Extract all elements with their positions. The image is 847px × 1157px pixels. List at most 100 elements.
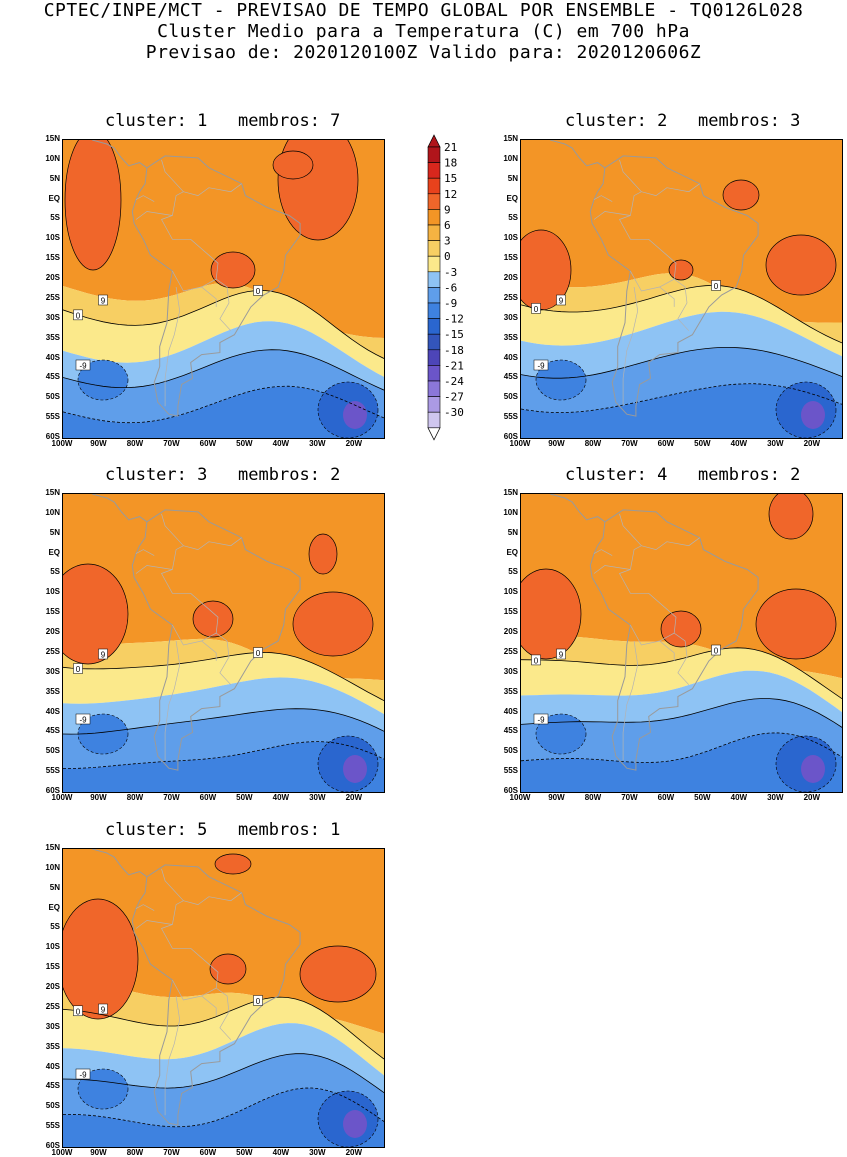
- lat-tick-label: 15N: [503, 488, 518, 497]
- contour-label: 0: [253, 285, 263, 296]
- svg-text:0: 0: [534, 305, 539, 314]
- svg-text:0: 0: [714, 647, 719, 656]
- lon-tick-label: 90W: [90, 1148, 107, 1157]
- lat-tick-label: 25S: [45, 646, 60, 656]
- contour-label: -9: [533, 713, 549, 725]
- lat-tick-label: 35S: [503, 686, 518, 696]
- colorbar-label: -18: [444, 344, 464, 357]
- lon-tick-label: 100W: [51, 793, 73, 802]
- lat-tick-label: 10S: [45, 233, 60, 243]
- lon-tick-label: 70W: [163, 793, 180, 802]
- lon-tick-label: 20W: [345, 1148, 363, 1157]
- lat-tick-label: EQ: [506, 547, 518, 557]
- lat-tick-label: 5S: [508, 567, 518, 577]
- lat-tick-label: 40S: [45, 1061, 60, 1071]
- colorbar-label: -21: [444, 359, 464, 372]
- colorbar-swatch: [427, 162, 441, 179]
- lat-tick-label: 50S: [503, 392, 518, 402]
- lat-tick-label: 15S: [45, 607, 60, 617]
- colorbar: 21 18 15 12 9 6 3 0 -3 -6 -9 -12 -15 -18 -21 -24 -27 -30: [420, 133, 480, 443]
- lat-tick-label: EQ: [48, 902, 60, 912]
- lon-tick-label: 20W: [345, 793, 363, 802]
- svg-text:0: 0: [76, 665, 81, 674]
- lat-tick-label: 10S: [503, 233, 518, 243]
- colorbar-label: -24: [444, 375, 464, 388]
- colorbar-swatch: [427, 365, 441, 382]
- lat-tick-label: 5S: [50, 213, 60, 223]
- colorbar-label: -6: [444, 281, 457, 294]
- map-panel-cluster-2: 9 0 0 -9: [510, 139, 843, 439]
- lat-tick-label: 20S: [45, 273, 60, 283]
- lat-tick-label: 35S: [45, 332, 60, 342]
- svg-text:-9: -9: [79, 1071, 87, 1080]
- contour-label: -9: [75, 359, 91, 371]
- colorbar-label: -9: [444, 297, 457, 310]
- lat-tick-label: 5N: [49, 882, 60, 892]
- svg-text:-9: -9: [537, 716, 545, 725]
- contour-label: 9: [556, 648, 566, 660]
- colorbar-label: 3: [444, 235, 451, 248]
- lat-tick-label: 5N: [507, 527, 518, 537]
- temperature-field: 9 0 0 -9: [62, 119, 385, 439]
- colorbar-swatch: [427, 411, 441, 429]
- panel-title-cluster-5: cluster: 5 membros: 1: [105, 820, 341, 840]
- lat-tick-label: 55S: [503, 412, 518, 422]
- lat-tick-label: 25S: [503, 646, 518, 656]
- colorbar-swatch: [427, 255, 441, 273]
- lat-tick-label: 25S: [45, 1001, 60, 1011]
- colorbar-label: 0: [444, 250, 451, 263]
- lat-tick-label: 20S: [45, 627, 60, 637]
- lat-tick-label: 40S: [503, 706, 518, 716]
- lat-tick-label: 5S: [50, 567, 60, 577]
- colorbar-bottom-arrow: [427, 427, 441, 441]
- lon-tick-label: 90W: [90, 793, 107, 802]
- lon-tick-label: 30W: [309, 793, 326, 802]
- colorbar-swatch: [427, 349, 441, 366]
- lat-tick-label: 20S: [503, 273, 518, 283]
- colorbar-label: 9: [444, 203, 451, 216]
- lat-tick-label: 5N: [507, 173, 518, 183]
- lat-tick-label: 55S: [45, 412, 60, 422]
- lon-tick-label: 40W: [272, 439, 290, 448]
- colorbar-swatch: [427, 271, 441, 288]
- lon-tick-label: 80W: [126, 1148, 144, 1157]
- colorbar-label: -12: [444, 313, 464, 326]
- colorbar-label: 15: [444, 172, 457, 185]
- panel-title-cluster-1: cluster: 1 membros: 7: [105, 111, 341, 131]
- lon-tick-label: 60W: [657, 439, 675, 448]
- lat-tick-label: 45S: [45, 726, 60, 736]
- svg-text:-9: -9: [79, 362, 87, 371]
- lat-tick-label: EQ: [48, 547, 60, 557]
- lat-tick-label: 60S: [45, 786, 60, 795]
- lon-tick-label: 40W: [272, 793, 290, 802]
- lon-tick-label: 90W: [90, 439, 107, 448]
- svg-text:0: 0: [256, 997, 261, 1006]
- svg-text:9: 9: [101, 297, 106, 306]
- colorbar-swatch: [427, 287, 441, 304]
- lat-tick-label: 5N: [49, 173, 60, 183]
- lon-tick-label: 70W: [621, 793, 638, 802]
- svg-text:0: 0: [256, 649, 261, 658]
- svg-text:0: 0: [714, 282, 719, 291]
- lat-tick-label: 35S: [503, 332, 518, 342]
- map-panel-cluster-3: 9 0 0 -9: [47, 493, 385, 793]
- lat-tick-label: 35S: [45, 1041, 60, 1051]
- contour-label: 0: [73, 663, 83, 674]
- colorbar-label: -15: [444, 328, 464, 341]
- svg-text:9: 9: [559, 651, 564, 660]
- lat-tick-label: 35S: [45, 686, 60, 696]
- colorbar-swatch: [427, 209, 441, 226]
- lat-tick-label: 55S: [45, 1121, 60, 1131]
- lon-tick-label: 100W: [509, 439, 531, 448]
- lat-tick-label: 5S: [508, 213, 518, 223]
- lat-tick-label: EQ: [506, 193, 518, 203]
- contour-label: 9: [556, 294, 566, 306]
- lat-tick-label: 60S: [45, 1141, 60, 1150]
- lat-tick-label: 10N: [45, 862, 60, 872]
- map-panel-cluster-1: 9 0 0 -9: [62, 119, 385, 439]
- lon-tick-label: 80W: [126, 793, 144, 802]
- contour-label: 9: [98, 1003, 108, 1015]
- svg-text:0: 0: [256, 287, 261, 296]
- lat-tick-label: 60S: [503, 432, 518, 441]
- figure-title-line-3: Previsao de: 2020120100Z Valido para: 20…: [145, 42, 702, 63]
